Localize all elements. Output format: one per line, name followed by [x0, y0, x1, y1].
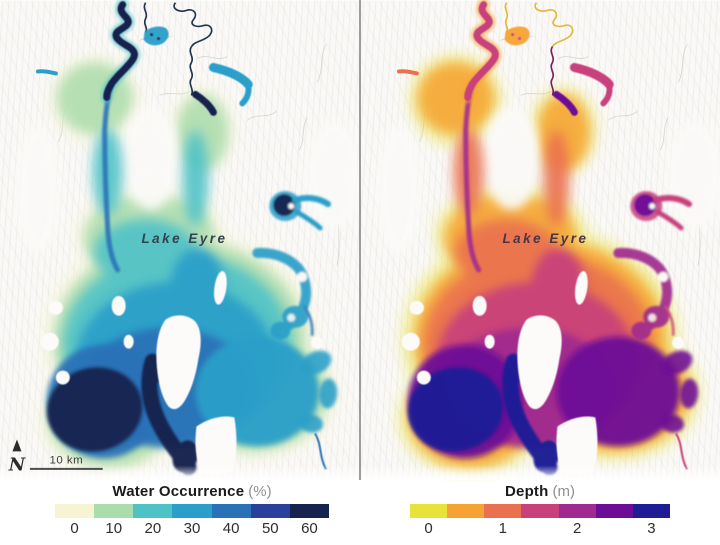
legend-swatch — [211, 504, 251, 518]
legend-title-text: Depth — [505, 483, 549, 500]
river-meanders — [143, 2, 213, 96]
north-label: N — [8, 454, 26, 475]
map-panel-water-occurrence: Lake Eyre N 10 km — [0, 0, 359, 481]
legend-swatch — [289, 504, 329, 518]
legend-swatch — [595, 504, 633, 518]
legend-unit-text: (%) — [248, 483, 272, 500]
colorbar-ticks-depth: 0 1 2 3 — [410, 520, 670, 538]
legend-swatch — [484, 504, 522, 518]
legend-swatch — [133, 504, 173, 518]
legend-tick-label: 1 — [498, 520, 508, 537]
legend-swatch — [447, 504, 485, 518]
legend-tick-label: 40 — [222, 520, 240, 537]
legend-tick-label: 2 — [572, 520, 582, 537]
legend-title-depth: Depth (m) — [410, 484, 670, 500]
lake-label: Lake Eyre — [141, 231, 227, 246]
legend-tick-label: 60 — [301, 520, 318, 537]
legend-swatch — [250, 504, 290, 518]
legend-title-text: Water Occurrence — [112, 483, 245, 500]
legend-swatch — [55, 504, 95, 518]
legend-swatch — [172, 504, 212, 518]
legend-swatch — [94, 504, 134, 518]
scale-label: 10 km — [49, 454, 83, 466]
map-panel-depth: Lake Eyre — [361, 0, 720, 481]
legend-tick-label: 30 — [183, 520, 201, 537]
colorbar-water-occurrence — [55, 504, 329, 518]
legend-tick-label: 50 — [261, 520, 279, 537]
legend-tick-label: 0 — [424, 520, 433, 537]
legend-tick-label: 3 — [647, 520, 656, 537]
legend-tick-label: 0 — [70, 520, 79, 537]
lake-label: Lake Eyre — [502, 231, 588, 246]
lake-shape — [15, 0, 359, 476]
water-occurrence-map: Lake Eyre N 10 km — [0, 0, 359, 481]
legend-swatch — [632, 504, 670, 518]
legend-tick-label: 10 — [105, 520, 123, 537]
lake-shape — [376, 0, 720, 476]
legend-unit-text: (m) — [552, 483, 576, 500]
legend-swatch — [410, 504, 448, 518]
colorbar-depth — [410, 504, 670, 518]
legend-title-water-occurrence: Water Occurrence (%) — [55, 484, 329, 500]
legend-swatch — [521, 504, 559, 518]
map-tools: N 10 km — [8, 439, 103, 475]
north-arrow-icon — [12, 439, 22, 452]
legend-swatch — [558, 504, 596, 518]
legend-tick-label: 20 — [144, 520, 162, 537]
legend-depth: Depth (m) 0 1 2 3 — [410, 484, 670, 538]
legend-water-occurrence: Water Occurrence (%) 0 10 20 30 40 50 60 — [55, 484, 329, 538]
river-meanders — [504, 2, 574, 96]
colorbar-ticks-water-occurrence: 0 10 20 30 40 50 60 — [55, 520, 329, 538]
depth-map: Lake Eyre — [361, 0, 720, 481]
panel-divider — [359, 0, 361, 480]
islands — [401, 271, 685, 476]
islands — [40, 271, 324, 476]
